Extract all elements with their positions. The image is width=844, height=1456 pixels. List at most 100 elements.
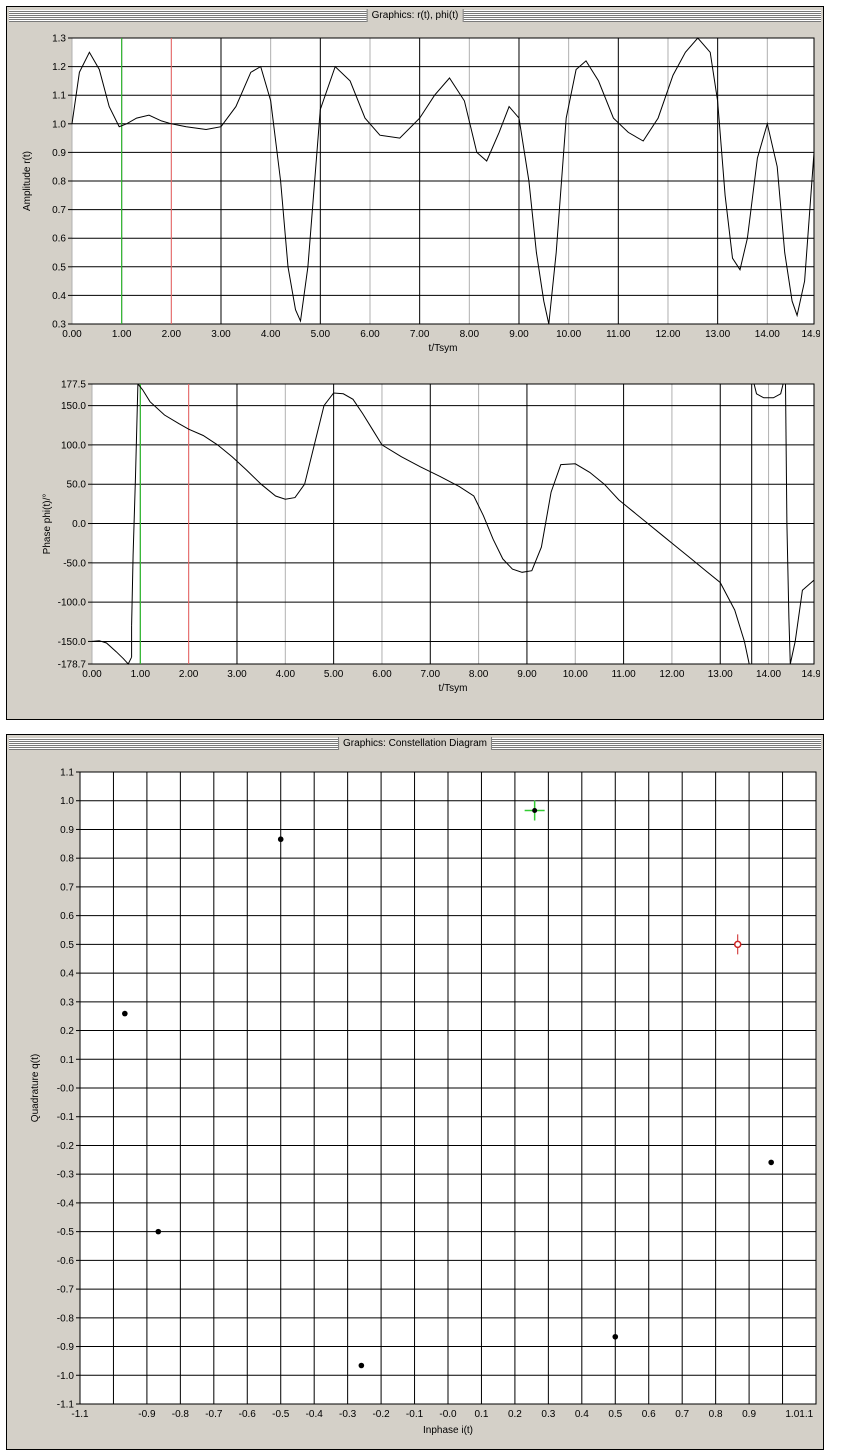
- phase-y-tick-label: -50.0: [63, 558, 86, 569]
- amplitude-y-tick-label: 0.4: [52, 291, 66, 302]
- constellation-x-tick-label: 0.6: [642, 1409, 656, 1420]
- phase-y-tick-label: -100.0: [58, 598, 87, 609]
- phase-x-axis-label: t/Tsym: [439, 683, 468, 694]
- amplitude-x-tick-label: 7.00: [410, 329, 430, 340]
- constellation-y-tick-label: 0.6: [60, 911, 74, 922]
- amplitude-chart: 0.00 1.00 2.00 3.00 4.00 5.00 6.00 7.00 8.00 9.00…: [22, 34, 820, 355]
- constellation-y-tick-label: 0.7: [60, 882, 74, 893]
- amplitude-x-tick-label: 12.00: [655, 329, 680, 340]
- amplitude-x-tick-label: 14.00: [755, 329, 780, 340]
- phase-x-tick-label: 12.00: [659, 669, 684, 680]
- constellation-y-tick-label: 0.8: [60, 854, 74, 865]
- amplitude-x-tick-label: 8.00: [460, 329, 480, 340]
- phase-series-line: [131, 383, 139, 626]
- constellation-y-tick-label: -0.4: [57, 1198, 75, 1209]
- constellation-x-tick-label: 0.2: [508, 1409, 522, 1420]
- constellation-titlebar[interactable]: Graphics: Constellation Diagram: [9, 737, 821, 750]
- phase-series-line: [786, 523, 815, 665]
- amplitude-x-tick-label: 3.00: [211, 329, 231, 340]
- phase-series-line: [753, 383, 784, 399]
- constellation-data-point: [155, 1228, 162, 1235]
- amplitude-x-tick-label: 13.00: [705, 329, 730, 340]
- constellation-x-tick-label: 0.8: [709, 1409, 723, 1420]
- constellation-chart: -1.1 -0.9 -0.8 -0.7 -0.6 -0.5 -0.4 -0.3 -0.2 -0.1…: [30, 768, 817, 1436]
- constellation-x-tick-label: 0.4: [575, 1409, 589, 1420]
- constellation-x-tick-label: -0.0: [439, 1409, 457, 1420]
- constellation-x-tick-label: 0.1: [475, 1409, 489, 1420]
- amplitude-x-tick-label: 1.00: [112, 329, 132, 340]
- phase-series-line: [137, 383, 750, 665]
- phase-series-line: [91, 640, 133, 665]
- constellation-y-tick-label: -0.9: [57, 1342, 75, 1353]
- phase-x-tick-label: 3.00: [227, 669, 247, 680]
- amplitude-y-tick-label: 0.5: [52, 262, 66, 273]
- constellation-y-tick-label: 0.4: [60, 969, 74, 980]
- phase-x-tick-label: 6.00: [372, 669, 392, 680]
- amplitude-y-tick-label: 0.6: [52, 234, 66, 245]
- constellation-data-point: [532, 807, 538, 813]
- time-graphics-title: Graphics: r(t), phi(t): [366, 9, 464, 22]
- constellation-y-tick-label: -0.0: [57, 1084, 75, 1095]
- phase-y-tick-label: 177.5: [61, 380, 86, 391]
- phase-y-axis-label: Phase phi(t)/°: [42, 494, 53, 555]
- phase-x-tick-label: 10.00: [563, 669, 588, 680]
- constellation-x-tick-label: -0.6: [239, 1409, 257, 1420]
- constellation-x-tick-label: -0.7: [205, 1409, 223, 1420]
- constellation-y-tick-label: 0.1: [60, 1055, 74, 1066]
- phase-x-tick-label: 11.00: [611, 669, 636, 680]
- amplitude-x-tick-label: 5.00: [311, 329, 331, 340]
- amplitude-series-line: [71, 37, 815, 325]
- constellation-y-tick-label: 0.5: [60, 940, 74, 951]
- constellation-y-tick-label: 0.2: [60, 1026, 74, 1037]
- constellation-data-point: [277, 836, 284, 843]
- constellation-x-tick-label: -0.1: [406, 1409, 424, 1420]
- amplitude-x-axis-label: t/Tsym: [429, 343, 458, 354]
- phase-y-tick-label: 150.0: [61, 401, 86, 412]
- phase-chart: 0.00 1.00 2.00 3.00 4.00 5.00 6.00 7.00 8.00 9.00…: [42, 380, 820, 695]
- phase-x-tick-label: 14.94: [801, 669, 820, 680]
- phase-x-tick-label: 9.00: [517, 669, 537, 680]
- constellation-y-axis-label: Quadrature q(t): [30, 1054, 41, 1122]
- phase-y-tick-label: 0.0: [72, 519, 86, 530]
- constellation-y-tick-label: -1.0: [57, 1371, 75, 1382]
- amplitude-y-tick-label: 1.3: [52, 34, 66, 45]
- constellation-data-point: [122, 1010, 128, 1017]
- phase-x-tick-label: 13.00: [708, 669, 733, 680]
- amplitude-x-tick-label: 0.00: [62, 329, 82, 340]
- amplitude-x-tick-label: 10.00: [556, 329, 581, 340]
- amplitude-y-tick-label: 0.7: [52, 205, 66, 216]
- constellation-y-tick-label: 1.1: [60, 768, 74, 779]
- constellation-y-tick-label: -0.7: [57, 1285, 75, 1296]
- phase-x-tick-label: 1.00: [131, 669, 151, 680]
- constellation-x-tick-label: -0.9: [138, 1409, 156, 1420]
- constellation-y-tick-label: -0.6: [57, 1256, 75, 1267]
- amplitude-y-axis-label: Amplitude r(t): [22, 151, 33, 211]
- constellation-x-tick-label: -0.5: [272, 1409, 290, 1420]
- constellation-data-point: [768, 1159, 774, 1166]
- amplitude-y-tick-label: 1.2: [52, 62, 66, 73]
- constellation-y-tick-label: -0.2: [57, 1141, 75, 1152]
- constellation-data-point: [612, 1333, 619, 1340]
- amplitude-x-tick-label: 9.00: [509, 329, 529, 340]
- constellation-y-tick-label: -0.3: [57, 1170, 75, 1181]
- amplitude-x-tick-label: 11.00: [606, 329, 631, 340]
- constellation-x-tick-label: -1.1: [71, 1409, 89, 1420]
- time-graphics-titlebar[interactable]: Graphics: r(t), phi(t): [9, 9, 821, 22]
- constellation-y-tick-label: -0.8: [57, 1313, 75, 1324]
- constellation-cursor-circle-point: [733, 940, 742, 949]
- constellation-y-tick-label: -0.5: [57, 1227, 75, 1238]
- constellation-x-tick-label: -0.2: [372, 1409, 390, 1420]
- constellation-x-tick-label: -0.4: [306, 1409, 324, 1420]
- phase-y-tick-label: -150.0: [58, 637, 87, 648]
- constellation-y-tick-label: 0.3: [60, 997, 74, 1008]
- phase-y-tick-label: -178.7: [58, 660, 87, 671]
- amplitude-y-tick-label: 1.1: [52, 91, 66, 102]
- amplitude-x-tick-label: 4.00: [261, 329, 281, 340]
- constellation-data-point: [358, 1362, 365, 1369]
- constellation-x-tick-label: 1.01.1: [785, 1409, 813, 1420]
- constellation-x-tick-label: 0.3: [541, 1409, 555, 1420]
- phase-y-tick-label: 50.0: [67, 480, 87, 491]
- phase-x-tick-label: 8.00: [469, 669, 489, 680]
- phase-x-tick-label: 14.00: [756, 669, 781, 680]
- phase-x-tick-label: 4.00: [276, 669, 296, 680]
